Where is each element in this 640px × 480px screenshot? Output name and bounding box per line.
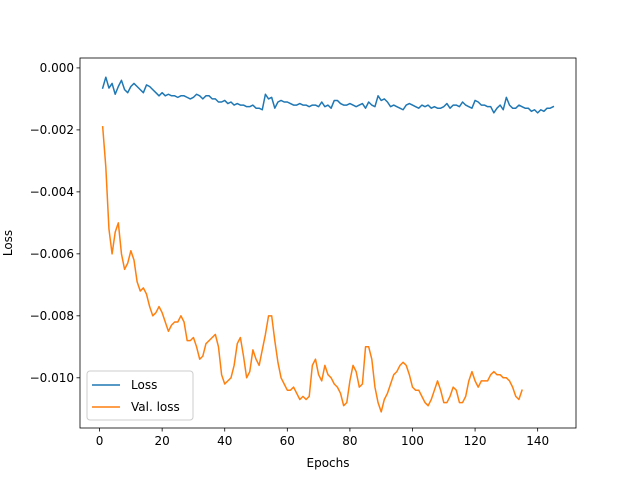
y-tick-label: −0.002 <box>30 123 74 137</box>
y-tick-label: −0.008 <box>30 309 74 323</box>
y-axis-title: Loss <box>1 230 15 256</box>
y-axis: 0.000 −0.002 −0.004 −0.006 −0.008 −0.010 <box>30 61 80 385</box>
axes-frame <box>79 57 577 429</box>
x-tick-label: 120 <box>464 434 487 448</box>
x-tick-label: 140 <box>526 434 549 448</box>
y-tick-label: −0.006 <box>30 247 74 261</box>
y-tick-label: −0.010 <box>30 371 74 385</box>
x-tick-label: 80 <box>342 434 357 448</box>
legend-label-val-loss: Val. loss <box>131 400 180 414</box>
y-tick-label: −0.004 <box>30 185 74 199</box>
x-tick-label: 100 <box>401 434 424 448</box>
x-tick-label: 40 <box>217 434 232 448</box>
series-line-val-loss <box>101 125 523 413</box>
y-tick-label: 0.000 <box>40 61 74 75</box>
series-layer <box>101 76 555 413</box>
legend-label-loss: Loss <box>131 378 157 392</box>
x-tick-label: 20 <box>155 434 170 448</box>
x-tick-label: 60 <box>280 434 295 448</box>
x-axis-title: Epochs <box>307 456 350 470</box>
plot-area <box>79 57 577 429</box>
series-line-loss <box>101 76 555 114</box>
legend: Loss Val. loss <box>86 370 194 421</box>
x-tick-label: 0 <box>96 434 104 448</box>
axes-background <box>80 58 576 428</box>
x-axis: 0 20 40 60 80 100 120 140 <box>96 428 549 448</box>
